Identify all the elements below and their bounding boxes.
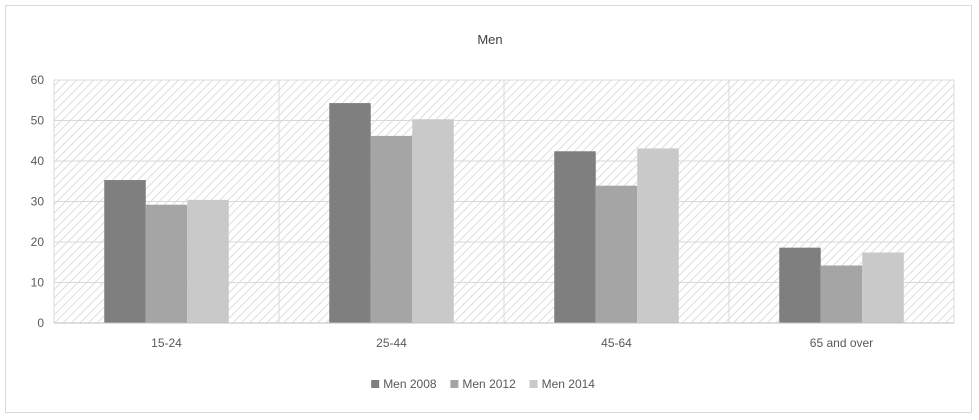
bar[interactable] — [637, 148, 679, 323]
bar[interactable] — [412, 119, 454, 323]
y-tick-label: 40 — [31, 154, 45, 168]
legend-swatch — [450, 380, 459, 388]
bar[interactable] — [145, 204, 188, 323]
bar[interactable] — [104, 180, 146, 323]
y-tick-label: 30 — [31, 195, 45, 209]
y-tick-label: 10 — [31, 276, 45, 290]
y-tick-label: 60 — [31, 73, 45, 87]
bar[interactable] — [595, 185, 638, 323]
legend-swatch — [529, 380, 538, 388]
chart-container: Men 0 10 20 30 40 50 60 15-24 25-44 45-64 65 and o… — [5, 5, 972, 413]
x-tick-label: 65 and over — [810, 336, 873, 350]
legend-item[interactable]: Men 2012 — [450, 377, 516, 391]
y-tick-label: 50 — [31, 114, 45, 128]
legend-label: Men 2012 — [462, 377, 516, 391]
bar[interactable] — [779, 247, 821, 323]
bar[interactable] — [329, 103, 371, 324]
legend-label: Men 2008 — [383, 377, 437, 391]
y-tick-label: 20 — [31, 235, 45, 249]
chart-title: Men — [477, 32, 502, 47]
legend-swatch — [371, 380, 380, 388]
bar[interactable] — [187, 199, 229, 323]
bar[interactable] — [554, 151, 596, 323]
bar[interactable] — [820, 265, 863, 323]
x-tick-label: 45-64 — [601, 336, 632, 350]
legend-item[interactable]: Men 2014 — [529, 377, 596, 391]
legend-item[interactable]: Men 2008 — [371, 377, 437, 391]
legend-label: Men 2014 — [542, 377, 596, 391]
y-tick-label: 0 — [37, 316, 44, 330]
bar-chart: Men 0 10 20 30 40 50 60 15-24 25-44 45-64 65 and o… — [31, 32, 955, 391]
bar[interactable] — [862, 252, 904, 323]
x-tick-label: 15-24 — [151, 336, 182, 350]
x-tick-label: 25-44 — [376, 336, 407, 350]
bar[interactable] — [370, 135, 413, 323]
